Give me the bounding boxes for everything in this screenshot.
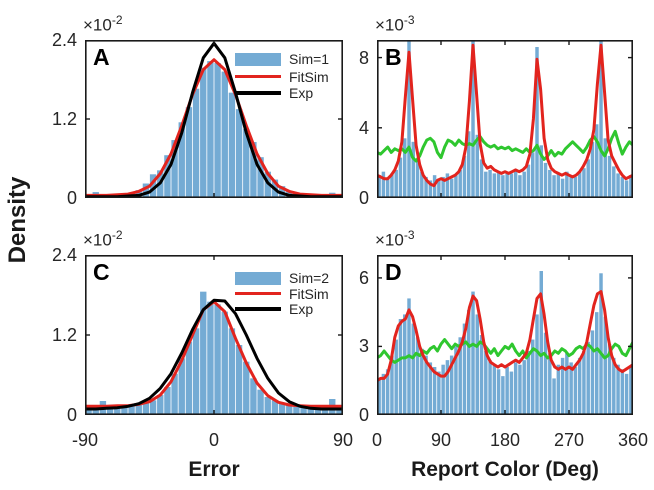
legend-label: FitSim — [289, 68, 329, 85]
y-tick-label: 0 — [66, 405, 77, 425]
axis-exponent-label: ×10-3 — [375, 13, 415, 35]
legend-label: Sim=2 — [289, 270, 330, 286]
x-tick-label: -90 — [71, 430, 98, 450]
x-tick-label: 90 — [332, 430, 354, 450]
y-tick-label: 2.4 — [51, 245, 77, 265]
x-tick-label: 360 — [617, 430, 649, 450]
histogram-bars — [377, 271, 633, 415]
fitsim-curve — [85, 58, 343, 197]
tick-marks — [377, 255, 633, 415]
legend-patch-swatch — [235, 52, 281, 66]
panel-letter-B: B — [385, 44, 402, 70]
axes-box — [85, 255, 343, 415]
panel-letter-A: A — [93, 44, 110, 70]
legend-row-sim=2: Sim=2 — [235, 270, 329, 286]
histogram-bars — [377, 40, 633, 198]
exp-curve — [85, 298, 343, 411]
legend-line-swatch — [235, 307, 281, 311]
axes-box — [85, 40, 343, 198]
y-tick-label: 0 — [358, 188, 369, 208]
legend-row-fitsim: FitSim — [235, 69, 329, 85]
legend-label: Exp — [289, 301, 314, 317]
legend-row-exp: Exp — [235, 85, 313, 101]
legend-line-swatch — [235, 74, 281, 79]
panel-letter-D: D — [385, 259, 402, 285]
x-axis-label-error: Error — [188, 458, 240, 481]
legend-row-exp: Exp — [235, 301, 313, 317]
legend-row-sim=1: Sim=1 — [235, 51, 329, 67]
y-tick-label: 8 — [358, 47, 369, 68]
legend-patch-swatch — [235, 271, 281, 285]
histogram-bars — [85, 291, 343, 415]
x-tick-label: 180 — [489, 430, 521, 450]
x-axis-label-report-color: Report Color (Deg) — [411, 458, 599, 481]
fitsim-curve — [377, 290, 633, 383]
axes-box — [377, 255, 633, 415]
fitsim-curve — [85, 300, 343, 408]
legend-label: Sim=1 — [289, 51, 330, 67]
y-tick-label: 4 — [358, 117, 369, 138]
legend-line-swatch — [235, 91, 281, 95]
panel-letter-C: C — [93, 259, 110, 285]
green-curve — [377, 129, 633, 163]
y-tick-label: 1.2 — [51, 109, 77, 129]
panel-C-plot — [85, 255, 343, 415]
legend-label: FitSim — [289, 285, 329, 302]
axis-exponent-label: ×10-2 — [83, 228, 123, 250]
panel-D-plot — [377, 255, 633, 415]
panel-A-plot — [85, 40, 343, 198]
legend-line-swatch — [235, 291, 281, 296]
y-tick-label: 2.4 — [51, 30, 77, 50]
y-tick-label: 0 — [66, 188, 77, 208]
y-tick-label: 0 — [358, 405, 369, 425]
x-tick-label: 0 — [208, 430, 219, 450]
y-tick-label: 1.2 — [51, 325, 77, 345]
panel-B-plot — [377, 40, 633, 198]
legend-row-fitsim: FitSim — [235, 286, 329, 302]
x-tick-label: 0 — [371, 430, 382, 450]
x-tick-label: 90 — [430, 430, 452, 450]
legend-label: Exp — [289, 85, 314, 101]
y-tick-label: 3 — [358, 336, 369, 357]
y-axis-label: Density — [4, 176, 31, 264]
axis-exponent-label: ×10-3 — [375, 228, 415, 250]
y-tick-label: 6 — [358, 267, 369, 288]
fitsim-curve — [377, 43, 633, 188]
axis-exponent-label: ×10-2 — [83, 13, 123, 35]
axes-box — [377, 40, 633, 198]
x-tick-label: 270 — [553, 430, 585, 450]
green-curve — [377, 338, 633, 364]
